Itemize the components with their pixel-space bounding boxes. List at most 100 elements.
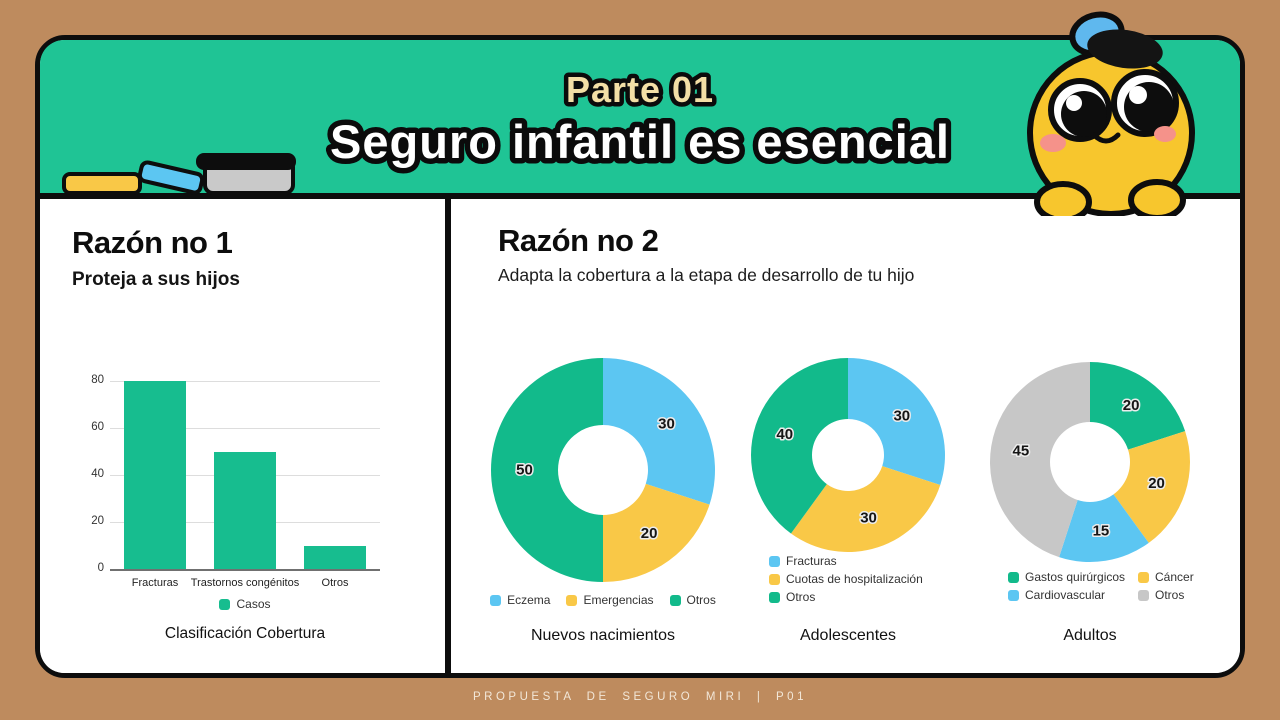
mascot-beret <box>1087 29 1163 69</box>
legend-label: Otros <box>786 590 816 604</box>
donut-legend: Fracturas Cuotas de hospitalización Otros <box>769 554 923 604</box>
mascot-left-eye-highlight <box>1066 95 1082 111</box>
donut-value-label: 30 <box>658 415 675 432</box>
legend-item: Cuotas de hospitalización <box>769 572 923 586</box>
reason-2-subheading: Adapta la cobertura a la etapa de desarr… <box>498 265 915 285</box>
legend-swatch <box>769 555 780 567</box>
x-axis-category-label: Otros <box>321 577 349 589</box>
legend-label: Casos <box>236 597 271 611</box>
legend-item: Casos <box>219 597 271 611</box>
legend-item: Gastos quirúrgicos <box>1008 570 1128 584</box>
header-banner: Parte 01 Seguro infantil es esencial <box>40 40 1240 199</box>
x-axis-category-label: Trastornos congénitos <box>190 577 300 589</box>
lunchbox-lid-decoration <box>196 153 296 170</box>
bar-chart-title: Clasificación Cobertura <box>164 625 326 642</box>
donut-caption-3: Adultos <box>1063 627 1117 644</box>
legend-label: Otros <box>1155 588 1185 602</box>
bar-Trastornos congénitos <box>214 451 276 569</box>
legend-swatch <box>1008 571 1019 583</box>
legend-swatch <box>769 591 780 603</box>
footer-text: PROPUESTA DE SEGURO MIRI | P01 <box>473 691 807 703</box>
reason-2-heading: Razón no 2 <box>498 223 659 258</box>
donut-chart-2: 30 30 40 <box>751 358 945 552</box>
legend-swatch <box>219 598 231 610</box>
bar-chart-legend: Casos <box>110 597 380 611</box>
legend-label: Cuotas de hospitalización <box>786 572 923 586</box>
header-title: Seguro infantil es esencial <box>330 115 950 168</box>
donut-value-label: 20 <box>1148 475 1165 492</box>
donut-slice-Cuotas de hospitalización <box>790 466 941 552</box>
yellow-book-decoration <box>62 172 142 195</box>
bar-chart: 0 20 40 60 80 Fracturas Trastornos congénitos O… <box>91 374 380 589</box>
legend-swatch <box>1138 589 1149 601</box>
donut-slice-Fracturas <box>848 358 945 485</box>
legend-item: Eczema <box>490 593 550 607</box>
donut-slice-Emergencias <box>603 483 710 582</box>
legend-item: Cáncer <box>1138 570 1194 584</box>
grid-line <box>110 569 380 571</box>
header-text-graphic: Parte 01 Seguro infantil es esencial <box>325 65 955 174</box>
mascot-right-eye-highlight <box>1129 86 1147 104</box>
donut-slice-Otros <box>751 358 848 534</box>
legend-item: Otros <box>669 593 716 607</box>
donut-slice-Gastos quirúrgicos <box>1090 362 1186 450</box>
left-panel: Razón no 1 Proteja a sus hijos 0 20 40 60 80… <box>40 199 445 673</box>
content-body: Razón no 1 Proteja a sus hijos 0 20 40 60 80… <box>40 199 1240 673</box>
donut-slice-Cáncer <box>1113 431 1190 543</box>
donut-slice-Cardiovascular <box>1059 494 1149 562</box>
right-panel: Razón no 2 Adapta la cobertura a la etap… <box>451 199 1240 673</box>
donut-value-label: 20 <box>1123 397 1140 414</box>
mascot-right-hand <box>1128 179 1186 216</box>
donut-caption-2: Adolescentes <box>799 627 897 644</box>
mascot-left-cheek <box>1040 134 1066 152</box>
donut-legend: Eczema Emergencias Otros <box>403 593 803 607</box>
donut-chart-1: 30 20 50 <box>491 358 715 582</box>
mascot-right-cheek <box>1154 126 1176 142</box>
legend-swatch <box>566 594 578 606</box>
legend-swatch <box>1138 571 1149 583</box>
legend-item: Otros <box>769 590 923 604</box>
y-axis-tick-label: 80 <box>91 374 104 386</box>
donut-slice-Otros <box>491 358 603 582</box>
x-axis-category-label: Fracturas <box>131 577 179 589</box>
donut-slice-Eczema <box>603 358 715 505</box>
reason-1-subheading: Proteja a sus hijos <box>72 269 240 290</box>
donut-value-label: 50 <box>516 462 533 479</box>
donut-slice-Otros <box>990 362 1090 558</box>
mascot-smile <box>1091 132 1121 144</box>
mascot-character <box>1027 11 1195 216</box>
donut-value-label: 20 <box>641 525 658 542</box>
legend-swatch <box>769 573 780 585</box>
donut-chart-3: 20 20 15 45 <box>990 362 1190 562</box>
legend-item: Otros <box>1138 588 1194 602</box>
donut-caption-1: Nuevos nacimientos <box>530 627 676 644</box>
legend-label: Cardiovascular <box>1025 588 1106 602</box>
legend-label: Cáncer <box>1155 570 1194 584</box>
donut-value-label: 45 <box>1013 443 1030 460</box>
bar-Otros <box>304 545 366 569</box>
grid-line <box>110 381 380 382</box>
mascot-left-hand <box>1034 181 1092 216</box>
legend-label: Fracturas <box>786 554 837 568</box>
legend-swatch <box>490 594 502 606</box>
donut-value-label: 40 <box>776 426 793 443</box>
legend-label: Gastos quirúrgicos <box>1025 570 1126 584</box>
y-axis-tick-label: 20 <box>91 515 104 527</box>
legend-item: Fracturas <box>769 554 923 568</box>
legend-label: Otros <box>686 593 716 607</box>
header-kicker: Parte 01 <box>566 69 714 110</box>
panel-divider <box>445 199 451 673</box>
legend-item: Cardiovascular <box>1008 588 1128 602</box>
donut-value-label: 30 <box>860 510 877 527</box>
bar-Fracturas <box>124 381 186 569</box>
grid-line <box>110 428 380 429</box>
y-axis-tick-label: 60 <box>91 421 104 433</box>
reason-1-heading: Razón no 1 <box>72 225 233 260</box>
y-axis-tick-label: 40 <box>91 468 104 480</box>
legend-swatch <box>1008 589 1019 601</box>
y-axis-tick-label: 0 <box>97 562 104 574</box>
legend-item: Emergencias <box>566 593 654 607</box>
legend-label: Eczema <box>507 593 551 607</box>
donut-value-label: 30 <box>893 407 910 424</box>
